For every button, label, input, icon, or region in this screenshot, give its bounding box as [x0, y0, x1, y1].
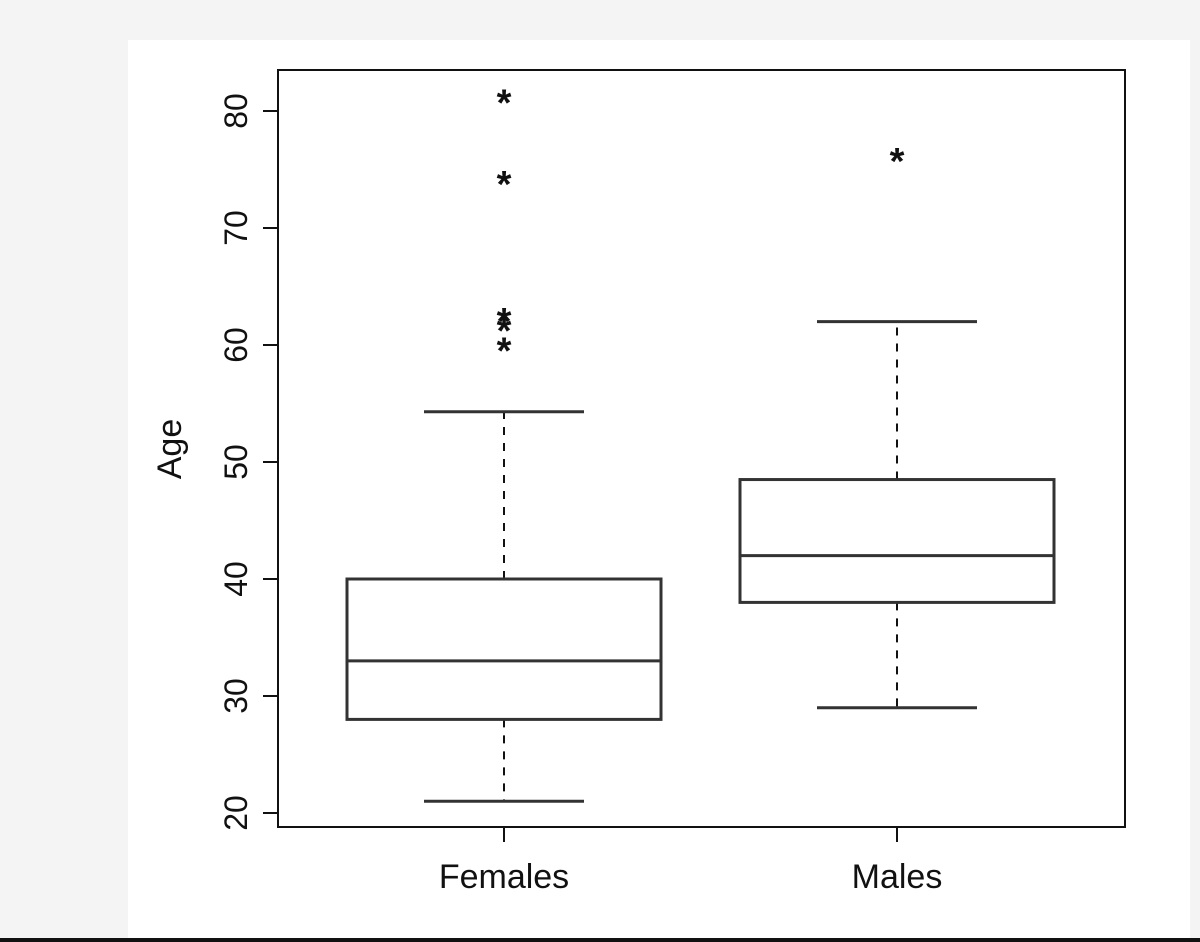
outlier-point: *	[890, 141, 905, 183]
iqr-box	[345, 577, 663, 721]
outlier-point: *	[497, 310, 512, 352]
y-axis-label: Age	[151, 419, 189, 480]
box-males: *	[738, 141, 1056, 710]
box-group-layer: ******	[345, 82, 1056, 803]
iqr-box	[738, 478, 1056, 604]
y-tick-label: 70	[218, 210, 254, 246]
y-tick-label: 30	[218, 678, 254, 714]
x-tick-label: Males	[852, 858, 943, 896]
y-tick-label: 20	[218, 795, 254, 831]
outlier-point: *	[497, 82, 512, 124]
y-axis: 20 30 40 50 60 70 80	[218, 93, 279, 831]
y-tick-label: 60	[218, 327, 254, 363]
bottom-border	[0, 938, 1200, 942]
box-females: *****	[345, 82, 663, 803]
y-tick-label: 80	[218, 93, 254, 129]
outlier-point: *	[497, 164, 512, 206]
y-tick-label: 40	[218, 561, 254, 597]
x-axis: Females Males	[439, 827, 943, 896]
outlier-point: *	[497, 301, 512, 343]
outlier-point: *	[497, 330, 512, 372]
y-tick-label: 50	[218, 444, 254, 480]
x-tick-label: Females	[439, 858, 569, 896]
